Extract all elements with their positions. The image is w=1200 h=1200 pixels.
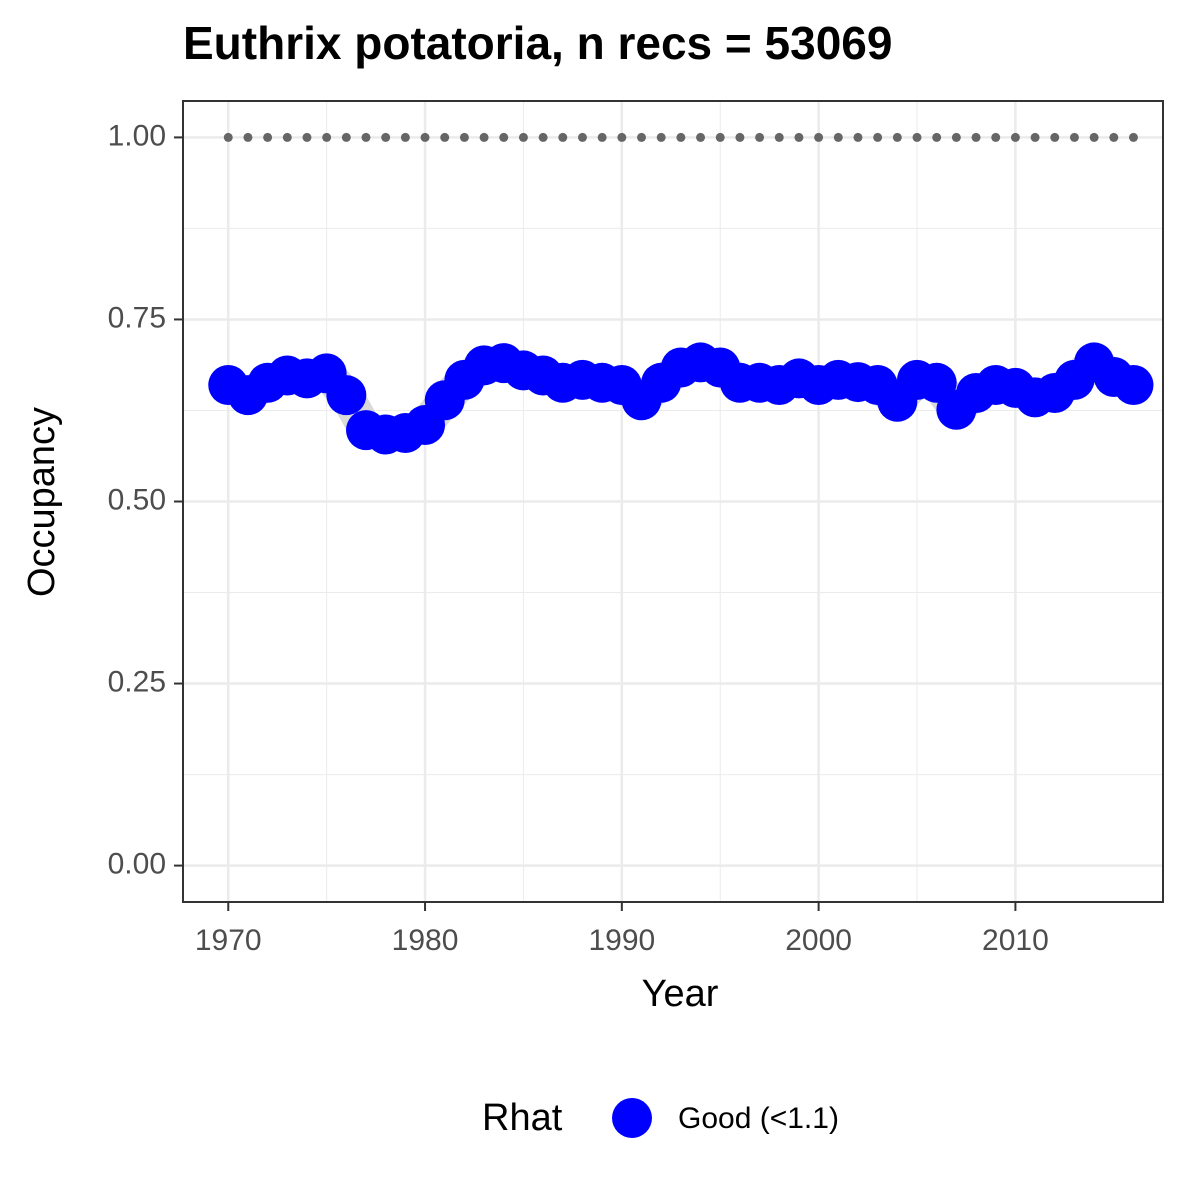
point [1113,364,1154,405]
y-tick-label: 0.00 [108,848,166,881]
panel-border [182,100,1164,903]
reference-dot [932,132,942,142]
x-tick-label: 1980 [392,924,459,957]
reference-dot [302,132,312,142]
reference-dot [814,132,824,142]
reference-dot [263,132,273,142]
reference-dot [892,132,902,142]
x-tick-label: 1970 [195,924,262,957]
chart-title: Euthrix potatoria, n recs = 53069 [183,17,892,69]
reference-dot [755,132,765,142]
reference-dot [656,132,666,142]
y-tick-label: 0.75 [108,301,166,334]
reference-dot [282,132,292,142]
reference-dot [243,132,253,142]
reference-dot [774,132,784,142]
x-tick-label: 1990 [588,924,655,957]
reference-dot [577,132,587,142]
y-tick-label: 0.25 [108,665,166,698]
reference-dot [400,132,410,142]
reference-dot [1030,132,1040,142]
reference-dot [479,132,489,142]
y-tick-label: 0.50 [108,483,166,516]
reference-dot [951,132,961,142]
legend-title: Rhat [482,1097,563,1139]
reference-dot [1010,132,1020,142]
reference-dot [853,132,863,142]
reference-dot [912,132,922,142]
reference-dot [341,132,351,142]
reference-dot [676,132,686,142]
reference-dot [558,132,568,142]
reference-dot [794,132,804,142]
y-axis-title: Occupancy [21,407,63,597]
reference-dot [322,132,332,142]
reference-dot [518,132,528,142]
reference-dot [833,132,843,142]
x-tick-label: 2010 [982,924,1049,957]
x-tick-label: 2000 [785,924,852,957]
y-tick-label: 1.00 [108,119,166,152]
legend-label: Good (<1.1) [678,1102,839,1135]
reference-dot [637,132,647,142]
x-axis-title: Year [642,973,719,1015]
reference-dot [617,132,627,142]
reference-dot [459,132,469,142]
reference-dot [420,132,430,142]
reference-dot [361,132,371,142]
reference-dot [1109,132,1119,142]
reference-dot [223,132,233,142]
reference-dot [1050,132,1060,142]
reference-dot [381,132,391,142]
reference-dot [971,132,981,142]
reference-dot [499,132,509,142]
reference-dot [1089,132,1099,142]
reference-dot [696,132,706,142]
reference-dot [538,132,548,142]
reference-dot [715,132,725,142]
reference-dot [1069,132,1079,142]
reference-dot [597,132,607,142]
reference-dot [991,132,1001,142]
reference-dot [735,132,745,142]
reference-dot [1128,132,1138,142]
reference-dot [873,132,883,142]
reference-dot [440,132,450,142]
point [326,375,367,416]
legend-swatch [612,1098,652,1138]
